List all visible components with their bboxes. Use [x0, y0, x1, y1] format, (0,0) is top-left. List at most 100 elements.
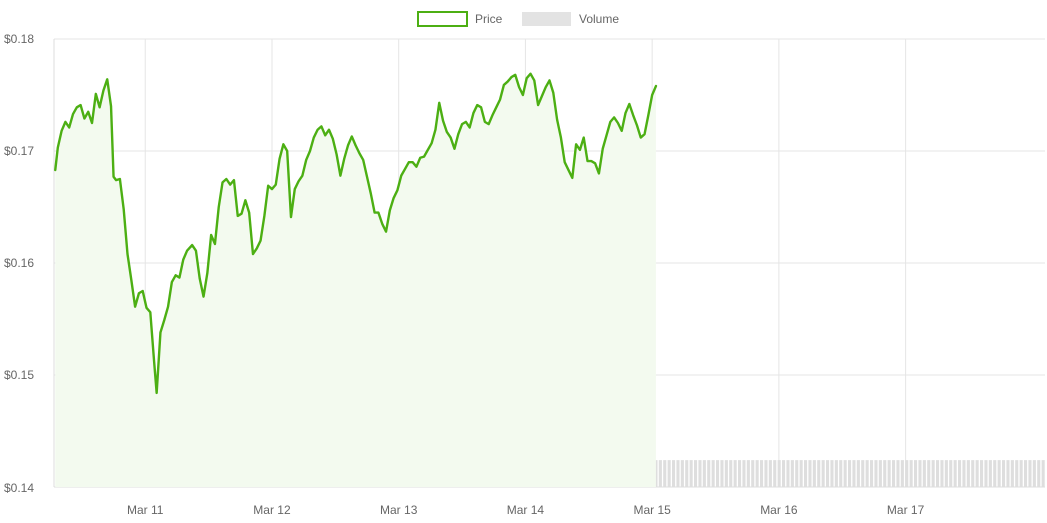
volume-bar [786, 460, 790, 487]
price-point [271, 188, 273, 190]
legend[interactable]: Price Volume [417, 11, 619, 27]
price-point [275, 183, 277, 185]
price-point [112, 176, 114, 178]
price-point [290, 216, 292, 218]
price-point [594, 162, 596, 164]
price-point [138, 292, 140, 294]
volume-bar [768, 460, 772, 487]
price-point [195, 249, 197, 251]
price-point [57, 146, 59, 148]
price-point [651, 94, 653, 96]
price-point [518, 86, 520, 88]
legend-item-volume[interactable]: Volume [522, 12, 619, 26]
volume-bar [1019, 460, 1023, 487]
price-point [130, 279, 132, 281]
legend-item-price[interactable]: Price [417, 11, 503, 27]
price-point [552, 92, 554, 94]
volume-bar [944, 460, 948, 487]
price-point [256, 247, 258, 249]
volume-bar [949, 460, 953, 487]
volume-bar [839, 460, 843, 487]
volume-bar [892, 460, 896, 487]
price-point [655, 85, 657, 87]
volume-bar [799, 460, 803, 487]
price-point [491, 114, 493, 116]
volume-bar [848, 460, 852, 487]
volume-bar [751, 460, 755, 487]
price-point [392, 197, 394, 199]
volume-bar [936, 460, 940, 487]
price-point [163, 319, 165, 321]
price-point [510, 76, 512, 78]
volume-bar [676, 460, 680, 487]
price-point [525, 77, 527, 79]
price-point [461, 123, 463, 125]
price-line [54, 72, 658, 395]
volume-bar [711, 460, 715, 487]
price-point [621, 130, 623, 132]
price-point [347, 144, 349, 146]
price-point [499, 98, 501, 100]
price-point [110, 105, 112, 107]
price-point [472, 112, 474, 114]
price-point [495, 106, 497, 108]
price-point [567, 169, 569, 171]
price-point [145, 307, 147, 309]
price-point [487, 123, 489, 125]
price-point [643, 133, 645, 135]
legend-swatch-volume [522, 12, 571, 26]
price-point [556, 118, 558, 120]
volume-bar [940, 460, 944, 487]
price-point [68, 126, 70, 128]
y-tick-label: $0.18 [4, 32, 34, 46]
price-point [586, 160, 588, 162]
volume-bar [971, 460, 975, 487]
price-point [91, 122, 93, 124]
price-point [430, 142, 432, 144]
volume-bar [812, 460, 816, 487]
price-point [225, 178, 227, 180]
volume-bar [988, 460, 992, 487]
price-point [522, 94, 524, 96]
price-point [632, 114, 634, 116]
price-point [328, 129, 330, 131]
price-point [602, 148, 604, 150]
volume-bar [900, 460, 904, 487]
volume-bar [821, 460, 825, 487]
price-point [294, 188, 296, 190]
volume-bar [764, 460, 768, 487]
price-point [221, 181, 223, 183]
price-point [419, 157, 421, 159]
volume-bar [966, 460, 970, 487]
price-point [240, 213, 242, 215]
volume-bar [663, 460, 667, 487]
price-point [381, 223, 383, 225]
price-point [332, 137, 334, 139]
price-point [64, 121, 66, 123]
price-point [286, 150, 288, 152]
price-point [366, 176, 368, 178]
price-point [480, 106, 482, 108]
volume-bar [680, 460, 684, 487]
price-point [415, 165, 417, 167]
price-point [529, 73, 531, 75]
volume-bar [729, 460, 733, 487]
price-point [263, 215, 265, 217]
volume-bar [707, 460, 711, 487]
axes: $0.18 $0.17 $0.16 $0.15 $0.14 Mar 11 Mar 12 Mar… [4, 32, 925, 517]
x-tick-label: Mar 14 [507, 503, 545, 517]
volume-bar [914, 460, 918, 487]
volume-bar [694, 460, 698, 487]
price-point [171, 281, 173, 283]
price-point [404, 168, 406, 170]
volume-bar [795, 460, 799, 487]
volume-bar [958, 460, 962, 487]
price-point [583, 136, 585, 138]
price-point [575, 143, 577, 145]
volume-bar [883, 460, 887, 487]
price-point [373, 211, 375, 213]
price-point [149, 311, 151, 313]
price-point [640, 136, 642, 138]
price-point [83, 117, 85, 119]
price-point [297, 180, 299, 182]
